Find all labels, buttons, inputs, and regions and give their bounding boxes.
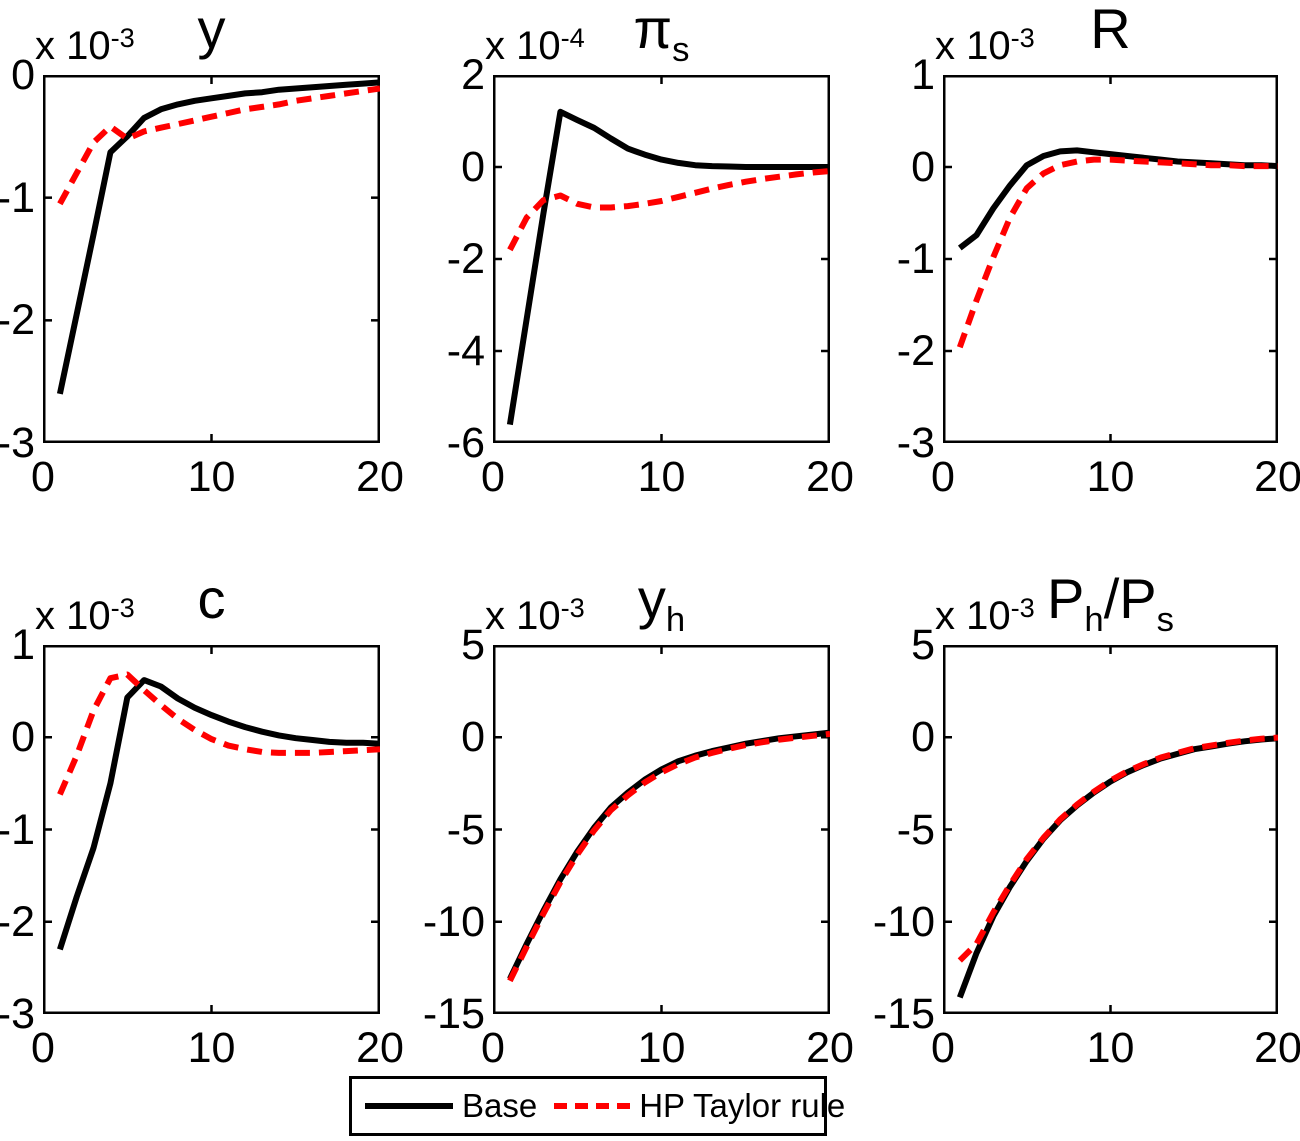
subplot-y-xtick-label: 10 bbox=[187, 453, 236, 501]
legend-label-base: Base bbox=[462, 1087, 538, 1124]
subplot-y_h-scale-label: x 10-3 bbox=[485, 591, 585, 638]
subplot-pi_s-ytick-label: 0 bbox=[461, 143, 485, 191]
subplot-y-ytick-label: -2 bbox=[0, 296, 35, 345]
subplot-R-ytick-label: -3 bbox=[896, 419, 935, 467]
subplot-P_h/P_s-plot-area bbox=[943, 645, 1278, 1014]
subplot-y_h-xtick-label: 10 bbox=[637, 1024, 686, 1072]
axes-frame bbox=[943, 645, 1278, 1014]
subplot-c-ytick-label: 1 bbox=[11, 621, 35, 669]
subplot-c-title: c bbox=[197, 567, 226, 630]
subplot-y-xtick-label: 0 bbox=[31, 453, 55, 501]
subplot-y-ytick-label: -1 bbox=[0, 173, 35, 222]
subplot-pi_s-title: πs bbox=[633, 0, 690, 70]
subplot-y-xtick-label: 20 bbox=[356, 453, 404, 501]
subplot-y_h-ytick-label: -10 bbox=[422, 897, 485, 946]
subplot-P_h/P_s-ytick-label: -10 bbox=[872, 897, 935, 946]
subplot-P_h/P_s-ytick-label: -5 bbox=[896, 805, 935, 854]
subplot-pi_s-ytick-label: -2 bbox=[446, 235, 485, 283]
subplot-pi_s-ytick-label: 2 bbox=[461, 51, 485, 99]
subplot-R-xtick-label: 10 bbox=[1086, 453, 1135, 501]
subplot-R-plot-area bbox=[943, 75, 1278, 443]
subplot-pi_s-ytick-label: -4 bbox=[446, 327, 485, 375]
series-line-hp-taylor-rule bbox=[507, 730, 830, 983]
subplot-c-ytick-label: -1 bbox=[0, 805, 35, 854]
subplot-y_h-ytick-label: 5 bbox=[461, 621, 485, 669]
subplot-P_h/P_s-title: Ph/Ps bbox=[1047, 567, 1174, 640]
subplot-P_h/P_s-ytick-label: -15 bbox=[872, 990, 935, 1038]
subplot-c-xtick-label: 20 bbox=[356, 1024, 404, 1072]
subplot-R-xtick-label: 0 bbox=[931, 453, 955, 501]
legend-sample-base-line bbox=[365, 1103, 453, 1109]
axes-frame bbox=[943, 75, 1278, 443]
subplot-P_h/P_s-xtick-label: 20 bbox=[1254, 1024, 1300, 1072]
subplot-R-title: R bbox=[1090, 0, 1131, 60]
subplot-y_h-ytick-label: -15 bbox=[422, 990, 485, 1038]
series-line-hp-taylor-rule bbox=[956, 156, 1278, 349]
series-line-base bbox=[957, 147, 1278, 251]
subplot-y-scale-label: x 10-3 bbox=[35, 21, 135, 68]
subplot-R-scale-label: x 10-3 bbox=[935, 21, 1035, 68]
subplot-y_h-ytick-label: -5 bbox=[446, 805, 485, 854]
subplot-y-ytick-label: -3 bbox=[0, 419, 35, 467]
axes-frame bbox=[493, 75, 830, 443]
subplot-y_h-ytick-label: 0 bbox=[461, 713, 485, 762]
subplot-P_h/P_s-ytick-label: 5 bbox=[911, 621, 935, 669]
subplot-c-ytick-label: 0 bbox=[11, 713, 35, 762]
legend-sample-hp-dashed-line bbox=[554, 1103, 631, 1109]
series-line-base bbox=[56, 79, 380, 395]
subplot-c-ytick-label: -3 bbox=[0, 990, 35, 1038]
subplot-y_h-title: yh bbox=[637, 567, 686, 640]
series-line-base bbox=[506, 108, 830, 426]
subplot-c-scale-label: x 10-3 bbox=[35, 591, 135, 638]
subplot-pi_s-ytick-label: -6 bbox=[446, 419, 485, 467]
axes-frame bbox=[493, 645, 830, 1014]
subplot-y_h-xtick-label: 0 bbox=[481, 1024, 505, 1072]
subplot-pi_s-xtick-label: 10 bbox=[637, 453, 686, 501]
subplot-c-xtick-label: 10 bbox=[187, 1024, 236, 1072]
subplot-pi_s-scale-label: x 10-4 bbox=[485, 21, 585, 68]
axes-frame bbox=[43, 645, 380, 1014]
series-line-hp-taylor-rule bbox=[57, 671, 380, 796]
subplot-pi_s-xtick-label: 20 bbox=[806, 453, 854, 501]
subplot-P_h/P_s-ytick-label: 0 bbox=[911, 713, 935, 762]
subplot-R-ytick-label: 0 bbox=[911, 143, 935, 191]
subplot-pi_s-xtick-label: 0 bbox=[481, 453, 505, 501]
subplot-c-plot-area bbox=[43, 645, 380, 1014]
subplot-y-title: y bbox=[197, 0, 226, 60]
subplot-R-ytick-label: 1 bbox=[911, 51, 935, 99]
subplot-y_h-plot-area bbox=[493, 645, 830, 1014]
subplot-c-ytick-label: -2 bbox=[0, 897, 35, 946]
subplot-R-ytick-label: -2 bbox=[896, 327, 935, 375]
subplot-c-xtick-label: 0 bbox=[31, 1024, 55, 1072]
series-line-hp-taylor-rule bbox=[957, 734, 1278, 963]
axes-frame bbox=[43, 75, 380, 443]
subplot-y-ytick-label: 0 bbox=[11, 51, 35, 99]
subplot-R-ytick-label: -1 bbox=[896, 235, 935, 283]
series-line-hp-taylor-rule bbox=[57, 85, 380, 206]
subplot-P_h/P_s-xtick-label: 10 bbox=[1086, 1024, 1135, 1072]
subplot-pi_s-plot-area bbox=[493, 75, 830, 443]
series-line-base bbox=[57, 677, 380, 951]
legend-label-hp-taylor-rule: HP Taylor rule bbox=[639, 1087, 846, 1124]
subplot-P_h/P_s-xtick-label: 0 bbox=[931, 1024, 955, 1072]
subplot-R-xtick-label: 20 bbox=[1254, 453, 1300, 501]
series-line-hp-taylor-rule bbox=[507, 168, 830, 252]
subplot-P_h/P_s-scale-label: x 10-3 bbox=[935, 591, 1035, 638]
legend: Base HP Taylor rule bbox=[349, 1076, 845, 1136]
subplot-y_h-xtick-label: 20 bbox=[806, 1024, 854, 1072]
subplot-y-plot-area bbox=[43, 75, 380, 443]
